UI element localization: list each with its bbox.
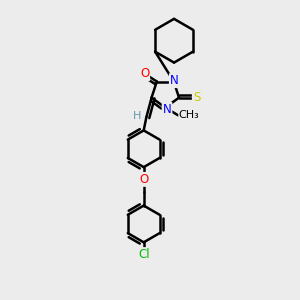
Text: O: O bbox=[140, 67, 149, 80]
Text: N: N bbox=[170, 74, 178, 87]
Text: O: O bbox=[139, 173, 148, 186]
Text: N: N bbox=[163, 103, 171, 116]
Text: CH₃: CH₃ bbox=[179, 110, 200, 121]
Text: H: H bbox=[133, 111, 141, 121]
Text: Cl: Cl bbox=[138, 248, 149, 261]
Text: S: S bbox=[193, 91, 200, 104]
